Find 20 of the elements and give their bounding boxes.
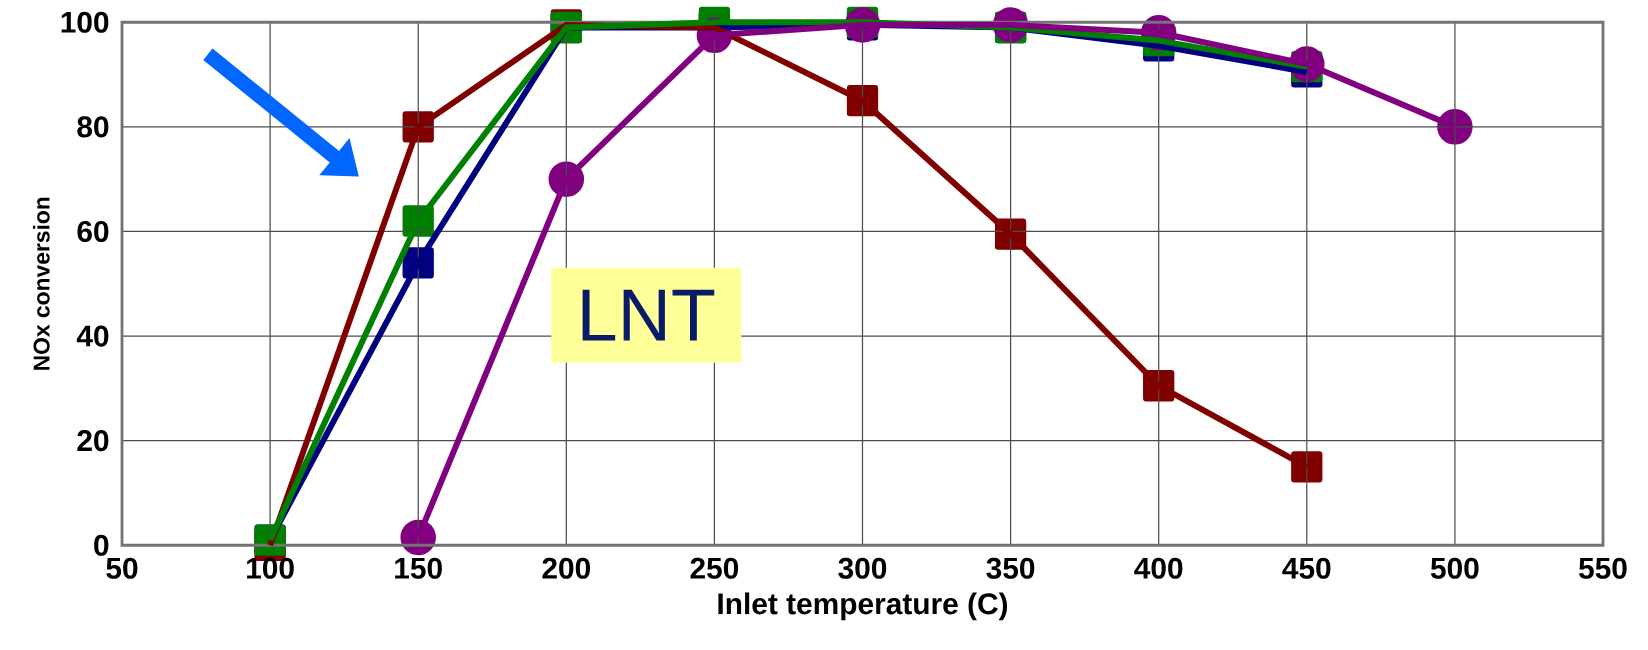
x-tick-label: 100 (247, 557, 294, 579)
x-tick-label: 150 (395, 557, 442, 579)
x-tick-label: 300 (838, 557, 887, 579)
x-tick-label: 350 (986, 557, 1035, 579)
x-axis-title: Inlet temperature (C) (718, 592, 1008, 621)
x-tick-label: 550 (1579, 557, 1627, 579)
y-tick-label: 100 (61, 11, 109, 33)
y-tick-label: 0 (94, 534, 109, 556)
y-tick-label: 80 (77, 116, 109, 138)
annotation: LNT (582, 289, 715, 341)
y-axis-title: NOx conversion (32, 197, 50, 370)
x-tick-label: 500 (1430, 557, 1479, 579)
x-tick-label: 50 (106, 557, 138, 579)
x-tick-label: 450 (1282, 557, 1331, 579)
x-tick-label: 200 (542, 557, 590, 579)
y-tick-label: 60 (77, 220, 109, 242)
x-tick-label: 400 (1134, 557, 1183, 579)
x-tick-label: 250 (690, 557, 739, 579)
y-tick-label: 40 (76, 325, 109, 347)
y-tick-label: 20 (77, 429, 109, 452)
